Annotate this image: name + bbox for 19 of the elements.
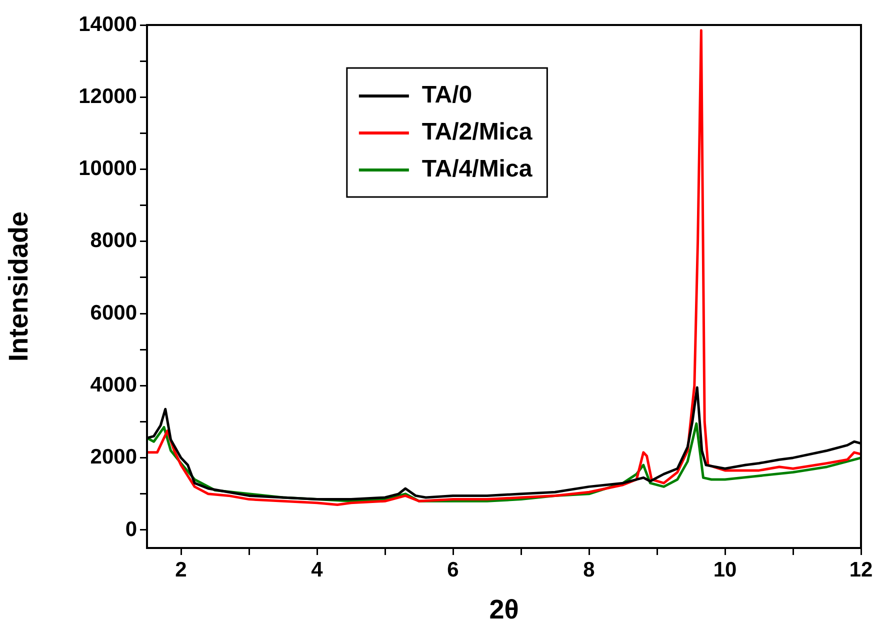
x-tick-label: 8 bbox=[583, 558, 596, 582]
x-tick-label: 10 bbox=[713, 558, 737, 582]
y-tick-label: 14000 bbox=[78, 12, 137, 36]
y-tick-label: 6000 bbox=[90, 301, 137, 324]
x-tick-label: 2 bbox=[175, 558, 187, 582]
legend-label: TA/0 bbox=[422, 82, 472, 109]
y-tick-label: 2000 bbox=[90, 446, 137, 469]
y-tick-label: 8000 bbox=[90, 229, 137, 252]
legend-label: TA/4/Mica bbox=[422, 156, 533, 183]
y-tick-label: 12000 bbox=[78, 84, 137, 108]
x-tick-label: 6 bbox=[447, 558, 459, 582]
y-axis-title: Intensidade bbox=[4, 211, 34, 362]
y-tick-label: 4000 bbox=[90, 373, 137, 396]
legend-label: TA/2/Mica bbox=[422, 118, 533, 146]
y-tick-label: 0 bbox=[125, 518, 137, 541]
y-tick-label: 10000 bbox=[78, 157, 137, 180]
x-axis-title: 2θ bbox=[489, 594, 519, 624]
x-tick-label: 12 bbox=[849, 558, 873, 582]
x-tick-label: 4 bbox=[311, 558, 324, 582]
